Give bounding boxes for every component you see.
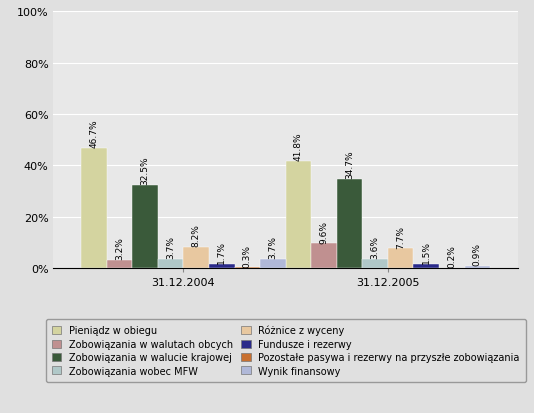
Text: 34.7%: 34.7% [345, 150, 354, 179]
Bar [132, 185, 158, 268]
Bar [363, 259, 388, 268]
Text: 7.7%: 7.7% [396, 225, 405, 248]
Legend: Pieniądz w obiegu, Zobowiązania w walutach obcych, Zobowiązania w walucie krajow: Pieniądz w obiegu, Zobowiązania w waluta… [46, 319, 525, 382]
Bar [337, 180, 363, 268]
Text: 3.7%: 3.7% [166, 235, 175, 258]
Text: 8.2%: 8.2% [192, 224, 201, 247]
Text: 3.6%: 3.6% [371, 235, 380, 259]
Bar [311, 244, 337, 268]
Text: 0.3%: 0.3% [243, 244, 252, 267]
Bar [413, 265, 439, 268]
Bar [465, 266, 490, 268]
Bar [81, 149, 107, 268]
Text: 1.5%: 1.5% [422, 241, 431, 264]
Text: 9.6%: 9.6% [319, 220, 328, 243]
Bar [107, 260, 132, 268]
Bar [209, 264, 234, 268]
Bar [286, 161, 311, 268]
Text: 1.7%: 1.7% [217, 240, 226, 263]
Text: 41.8%: 41.8% [294, 132, 303, 161]
Text: 3.2%: 3.2% [115, 237, 124, 259]
Bar [388, 249, 413, 268]
Text: 0.9%: 0.9% [473, 242, 482, 266]
Text: 32.5%: 32.5% [140, 156, 150, 185]
Bar [158, 259, 184, 268]
Bar [184, 247, 209, 268]
Text: 0.2%: 0.2% [447, 244, 456, 267]
Text: 46.7%: 46.7% [90, 119, 99, 148]
Bar [260, 259, 286, 268]
Text: 3.7%: 3.7% [269, 235, 278, 258]
